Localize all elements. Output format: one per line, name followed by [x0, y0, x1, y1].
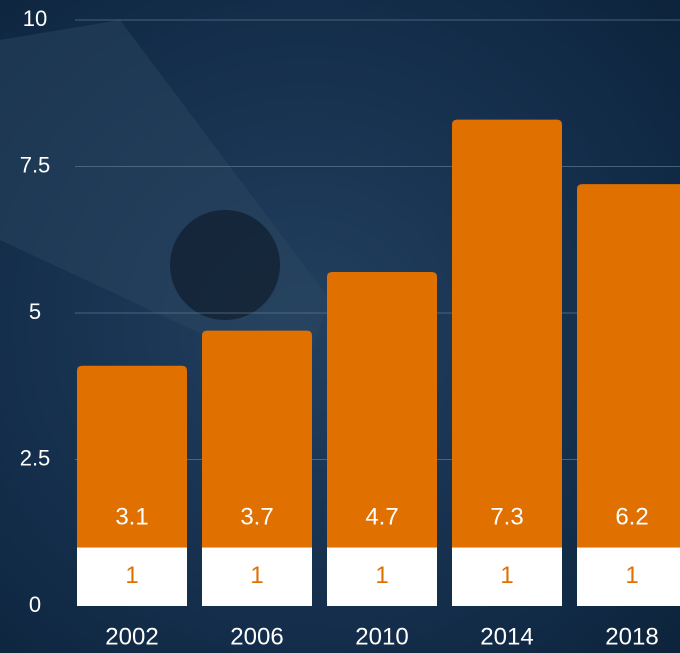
value-label: 1: [375, 562, 388, 589]
chart: 0 2.5 5 7.5 10 1 3.1 2002 1 3.7 2006 1 4.7 2010 1 7.3 20…: [0, 0, 680, 653]
value-label: 6.2: [615, 504, 648, 531]
y-tick-label: 2.5: [20, 445, 51, 470]
x-tick-label: 2018: [605, 623, 658, 650]
value-label: 3.7: [240, 504, 273, 531]
value-label: 7.3: [490, 504, 523, 531]
bar-segment: [452, 120, 562, 548]
value-label: 1: [125, 562, 138, 589]
x-tick-label: 2002: [105, 623, 158, 650]
value-label: 3.1: [115, 504, 148, 531]
page: {"chart_data": {"type": "stacked-bar", "…: [0, 0, 680, 653]
bar-segment: [577, 184, 680, 547]
value-label: 1: [250, 562, 263, 589]
x-tick-label: 2014: [480, 623, 533, 650]
x-tick-label: 2006: [230, 623, 283, 650]
x-tick-label: 2010: [355, 623, 408, 650]
y-tick-label: 5: [29, 299, 41, 324]
value-label: 1: [625, 562, 638, 589]
y-tick-label: 7.5: [20, 152, 51, 177]
value-label: 4.7: [365, 504, 398, 531]
y-tick-label: 0: [29, 592, 41, 617]
y-tick-label: 10: [23, 6, 47, 31]
background-shape: [170, 210, 280, 320]
value-label: 1: [500, 562, 513, 589]
